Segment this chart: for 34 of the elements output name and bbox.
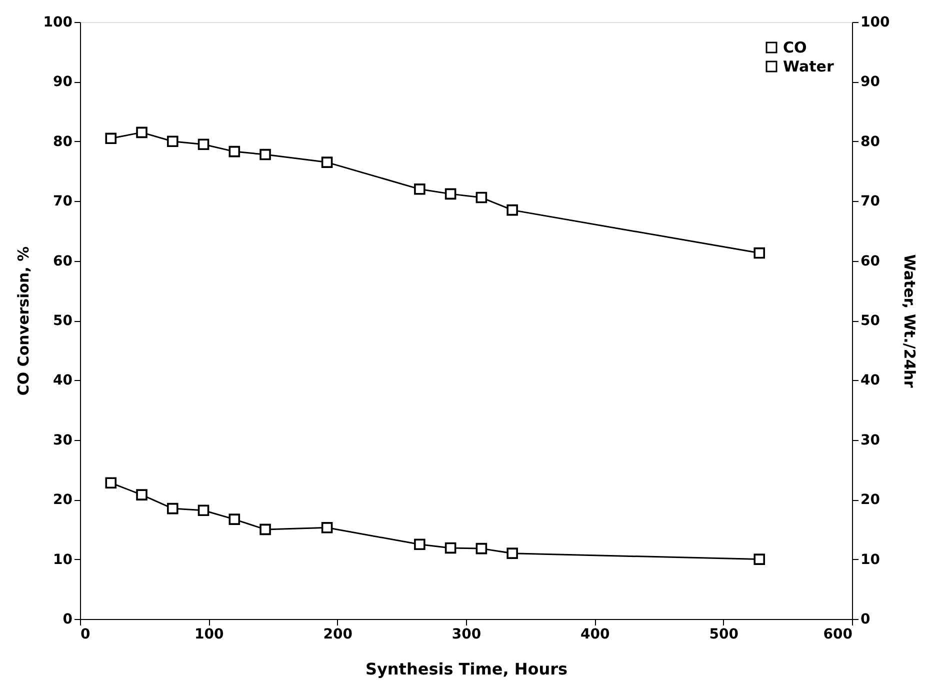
y-axis-title: CO Conversion, %: [14, 246, 32, 396]
y-tick-label: 90: [53, 74, 73, 90]
x-tick-label: 600: [823, 626, 853, 642]
y2-tick-label: 50: [860, 313, 880, 329]
y-tick-label: 60: [53, 253, 73, 270]
x-tick-label: 200: [323, 626, 353, 642]
x-tick-label: 400: [580, 626, 610, 642]
y-tick-label: 80: [53, 134, 73, 150]
y-tick-label: 30: [53, 432, 73, 448]
x-tick-label: 0: [80, 626, 90, 642]
y-tick-label: 10: [53, 552, 73, 568]
y2-tick-label: 60: [860, 253, 880, 270]
y-tick-label: 40: [53, 372, 73, 389]
y2-axis-title: Water, Wt./24hr: [900, 254, 919, 388]
y-tick-label: 70: [53, 194, 73, 210]
y2-tick-label: 80: [860, 134, 880, 150]
y2-tick-label: 0: [860, 612, 870, 628]
y-tick-label: 100: [43, 14, 73, 30]
y2-tick-label: 40: [860, 372, 880, 389]
x-tick-label: 100: [194, 626, 224, 642]
y-tick-label: 0: [62, 612, 73, 628]
legend-label: Water: [783, 58, 834, 76]
y2-tick-label: 90: [860, 74, 880, 90]
y2-tick-label: 30: [860, 432, 880, 448]
y2-tick-label: 100: [860, 14, 890, 30]
y-tick-label: 20: [53, 492, 73, 508]
y2-tick-label: 20: [860, 492, 880, 508]
legend-label: CO: [783, 38, 807, 56]
x-axis-title: Synthesis Time, Hours: [365, 660, 568, 678]
x-tick-label: 500: [709, 626, 739, 642]
y2-tick-label: 10: [860, 552, 880, 568]
x-tick-label: 300: [452, 626, 482, 642]
y-tick-label: 50: [53, 313, 73, 329]
y2-tick-label: 70: [860, 194, 880, 210]
